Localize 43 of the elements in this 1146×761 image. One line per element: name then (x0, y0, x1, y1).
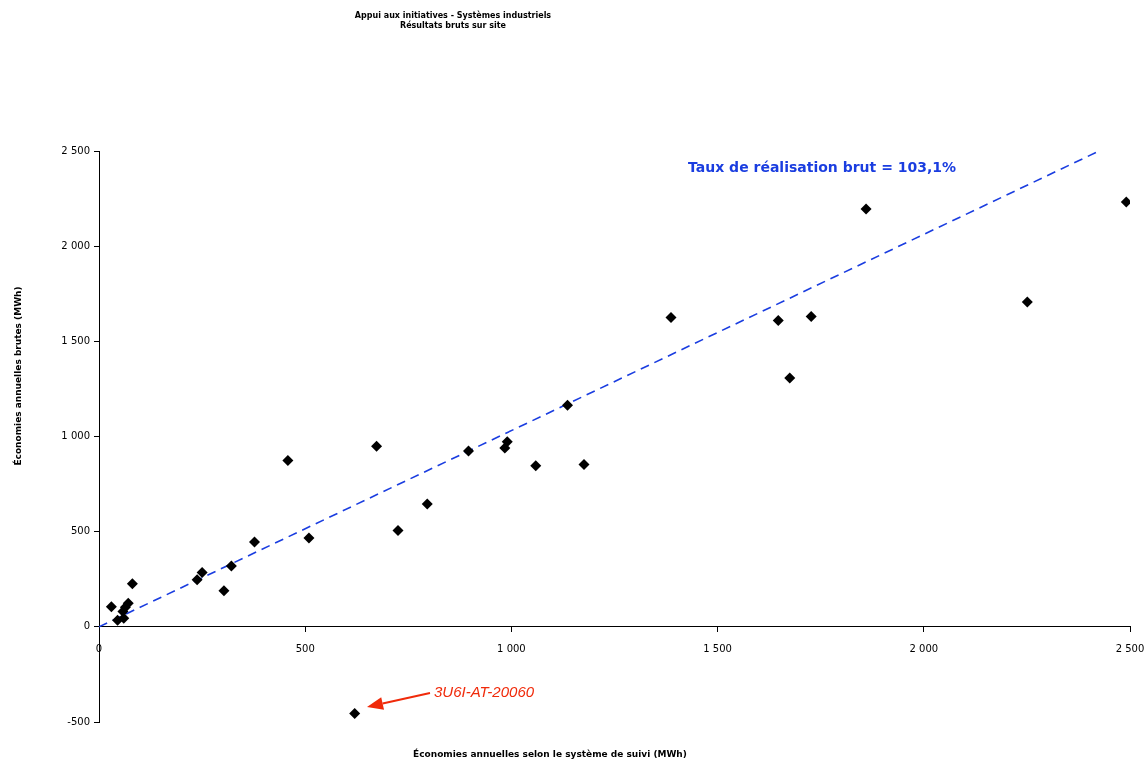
point (772, 315, 784, 327)
point (225, 560, 237, 572)
point (578, 458, 590, 470)
x-axis-title: Économies annuelles selon le système de suivi (MWh) (413, 748, 687, 759)
y-tick-label: 1 500 (61, 334, 90, 346)
point (371, 440, 383, 452)
y-tick-label: 1 000 (61, 430, 90, 442)
point (218, 585, 230, 597)
point (126, 578, 138, 590)
point (1021, 296, 1033, 308)
point (501, 436, 513, 448)
y-tick-label: -500 (67, 715, 90, 727)
point (805, 311, 817, 323)
point (248, 536, 260, 548)
point (784, 372, 796, 384)
y-tick-label: 2 000 (61, 239, 90, 251)
y-tick-label: 500 (70, 525, 90, 537)
point (1120, 196, 1130, 208)
x-tick-label: 1 500 (703, 643, 732, 655)
y-tick-label: 2 500 (61, 144, 90, 156)
point (421, 498, 433, 510)
point (105, 601, 117, 613)
x-tick-label: 2 500 (1115, 643, 1145, 655)
annotation: 3U6I-AT-20060 (434, 683, 535, 701)
point (282, 454, 294, 466)
point (196, 567, 208, 579)
point (349, 707, 361, 719)
point (530, 460, 542, 472)
y-axis-title: Économies annuelles brutes (MWh) (12, 286, 23, 466)
x-tick-label: 1 000 (497, 643, 526, 655)
point (665, 312, 677, 324)
point (191, 574, 203, 586)
chart-subtitle: Résultats bruts sur site (399, 20, 507, 30)
text: Taux de réalisation brut = 103,1% (688, 159, 957, 175)
x-tick-label: 500 (295, 643, 315, 655)
point (303, 532, 315, 544)
x-tick-label: 2 000 (909, 643, 939, 655)
y-tick-label: 0 (83, 620, 90, 632)
point (860, 203, 872, 215)
point (561, 399, 573, 411)
chart-title: Appui aux initiatives - Systèmes industriels (354, 10, 552, 20)
point (463, 445, 475, 457)
point (392, 525, 404, 537)
